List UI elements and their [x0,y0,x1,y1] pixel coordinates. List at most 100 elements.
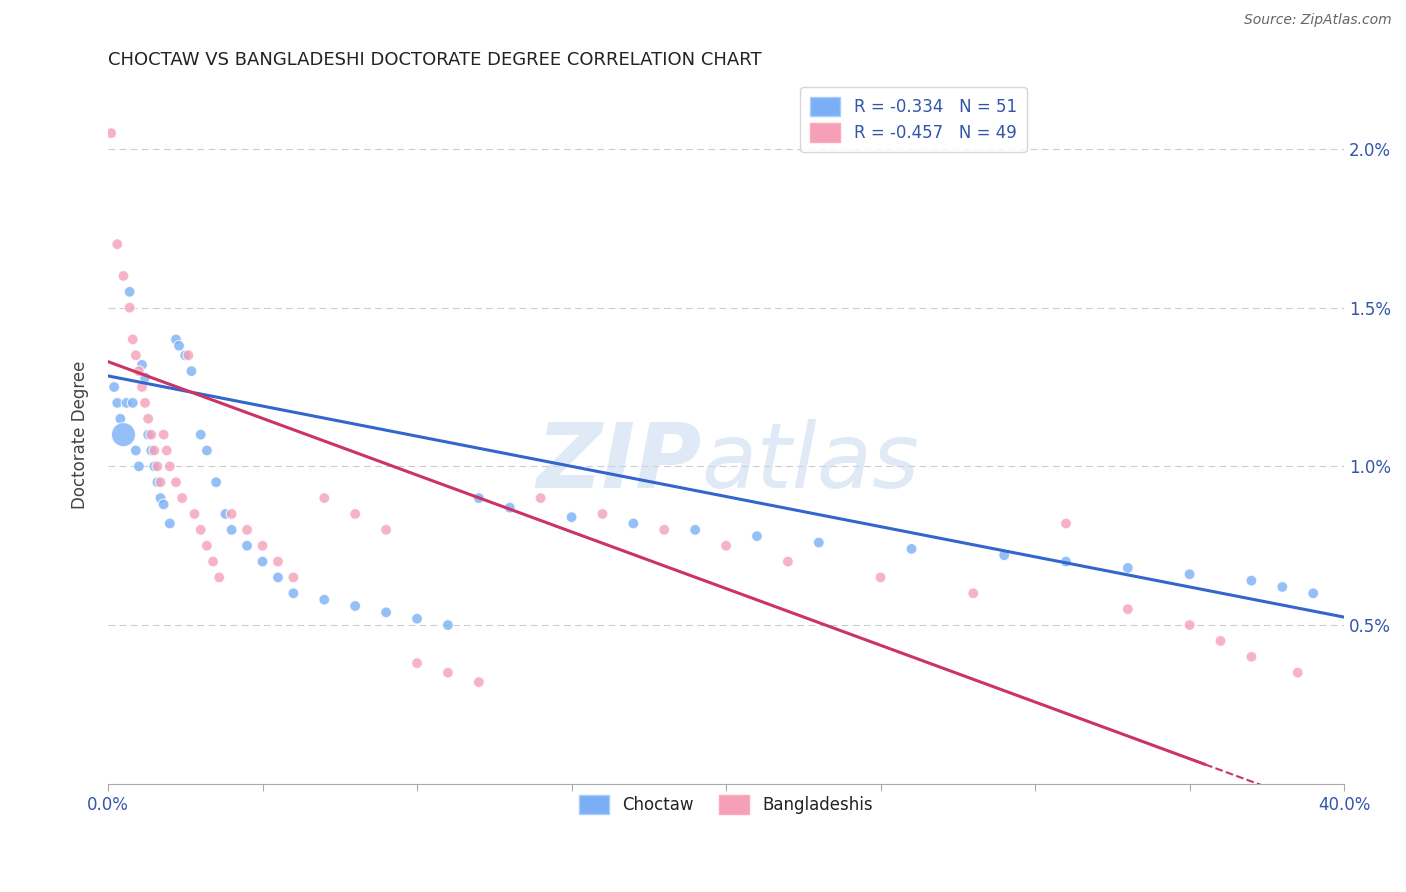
Point [134,370,156,384]
Point [159,459,181,474]
Point [375,605,398,619]
Point [159,516,181,531]
Point [344,507,367,521]
Point [152,498,174,512]
Point [146,475,169,490]
Point [221,523,243,537]
Point [745,529,768,543]
Point [900,541,922,556]
Point [314,491,336,505]
Point [1302,586,1324,600]
Point [136,427,159,442]
Point [112,427,135,442]
Point [591,507,613,521]
Point [1054,516,1077,531]
Point [105,396,128,410]
Point [134,396,156,410]
Point [152,427,174,442]
Point [314,592,336,607]
Point [344,599,367,613]
Point [149,475,172,490]
Point [146,459,169,474]
Point [1116,602,1139,616]
Point [183,507,205,521]
Point [214,507,236,521]
Point [103,380,125,394]
Point [375,523,398,537]
Y-axis label: Doctorate Degree: Doctorate Degree [72,360,89,508]
Point [165,333,187,347]
Point [180,364,202,378]
Text: CHOCTAW VS BANGLADESHI DOCTORATE DEGREE CORRELATION CHART: CHOCTAW VS BANGLADESHI DOCTORATE DEGREE … [108,51,762,69]
Point [1178,567,1201,582]
Point [1116,561,1139,575]
Point [100,126,122,140]
Point [236,523,259,537]
Point [195,539,218,553]
Point [468,491,491,505]
Point [1286,665,1309,680]
Point [121,396,143,410]
Point [174,348,197,362]
Point [683,523,706,537]
Point [128,364,150,378]
Point [121,333,143,347]
Point [1271,580,1294,594]
Point [283,586,305,600]
Point [141,443,163,458]
Point [110,411,132,425]
Point [1178,618,1201,632]
Point [141,427,163,442]
Point [499,500,522,515]
Point [652,523,675,537]
Point [962,586,984,600]
Point [1240,649,1263,664]
Point [406,612,429,626]
Point [205,475,228,490]
Point [221,507,243,521]
Point [267,555,290,569]
Point [105,237,128,252]
Point [406,656,429,670]
Point [236,539,259,553]
Point [165,475,187,490]
Point [177,348,200,362]
Point [195,443,218,458]
Point [118,285,141,299]
Point [437,618,460,632]
Point [252,539,274,553]
Point [208,570,231,584]
Point [1240,574,1263,588]
Point [172,491,194,505]
Point [621,516,644,531]
Point [190,523,212,537]
Point [125,348,148,362]
Point [530,491,553,505]
Text: Source: ZipAtlas.com: Source: ZipAtlas.com [1244,13,1392,28]
Point [143,459,166,474]
Point [807,535,830,549]
Point [115,396,138,410]
Point [869,570,891,584]
Point [1054,555,1077,569]
Text: atlas: atlas [702,418,920,507]
Point [131,380,153,394]
Point [136,411,159,425]
Point [131,358,153,372]
Point [202,555,225,569]
Point [252,555,274,569]
Point [993,548,1015,562]
Point [190,427,212,442]
Point [125,443,148,458]
Point [149,491,172,505]
Point [776,555,799,569]
Point [167,339,190,353]
Point [267,570,290,584]
Point [156,443,179,458]
Point [714,539,737,553]
Legend: Choctaw, Bangladeshis: Choctaw, Bangladeshis [569,785,883,824]
Point [128,459,150,474]
Point [1209,634,1232,648]
Text: ZIP: ZIP [536,418,702,507]
Point [283,570,305,584]
